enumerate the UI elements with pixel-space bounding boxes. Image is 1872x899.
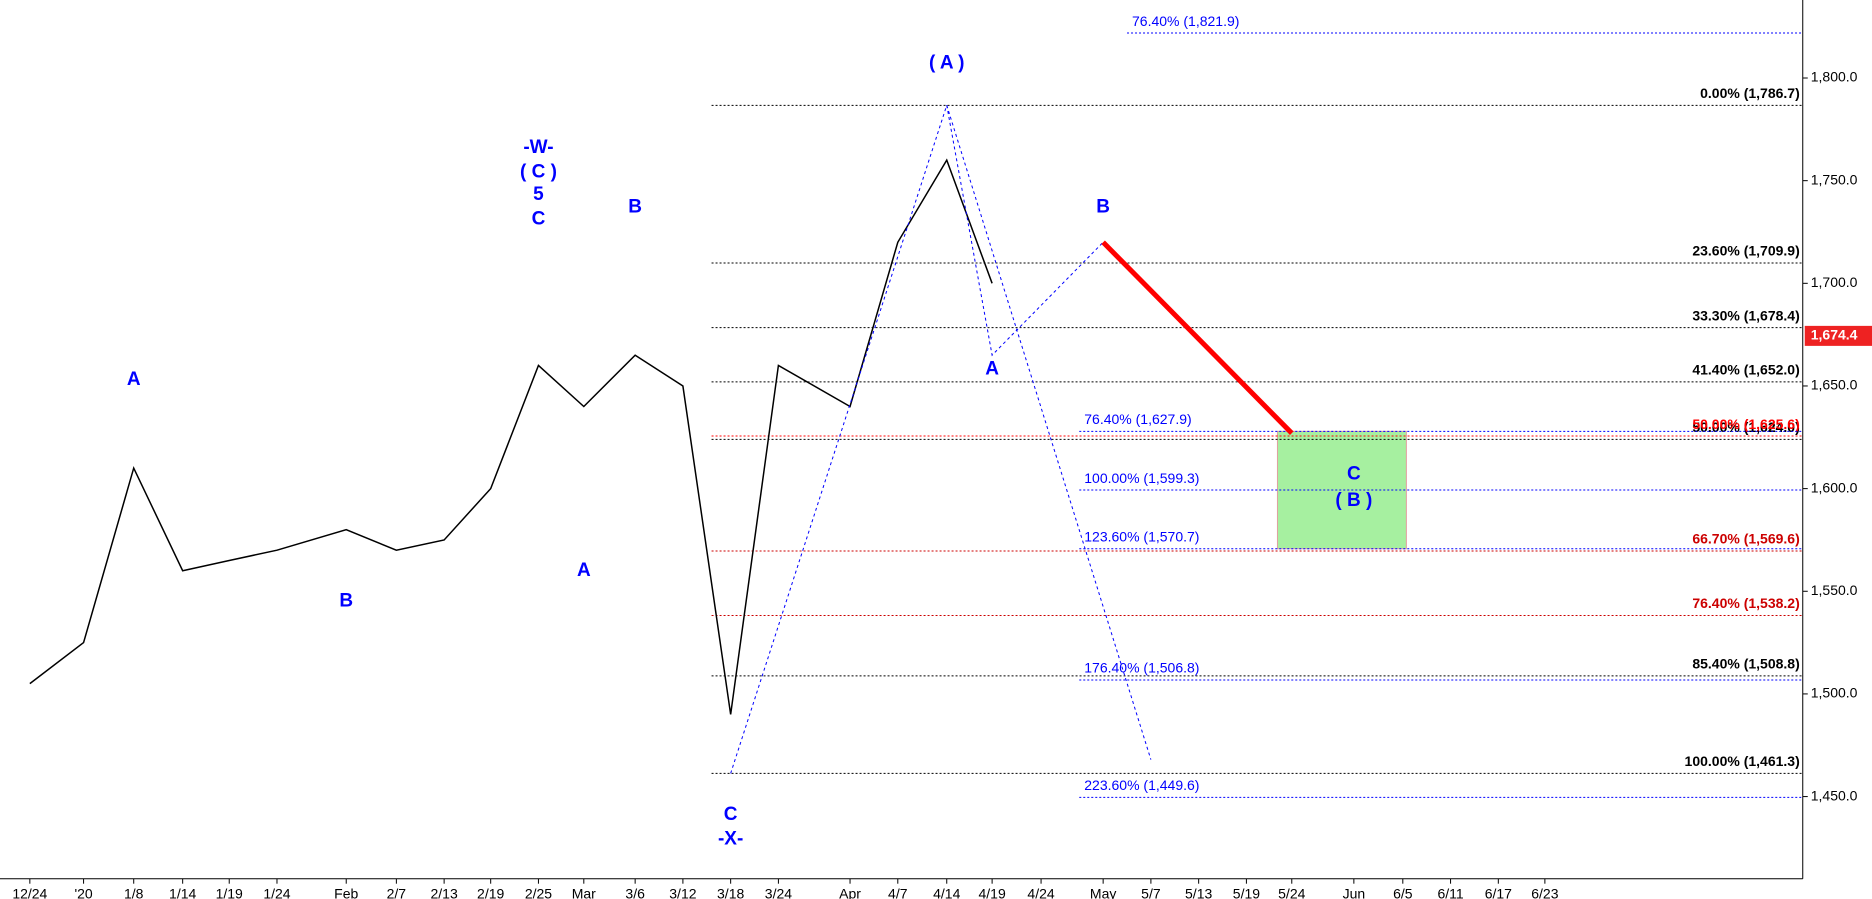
wave-label: B (1096, 196, 1110, 217)
x-tick-label: 5/7 (1141, 885, 1161, 899)
x-tick-label: 12/24 (12, 885, 47, 899)
wave-label: C (532, 209, 546, 230)
x-tick-label: 3/18 (717, 885, 744, 899)
x-tick-label: Feb (334, 885, 358, 899)
x-tick-label: 6/5 (1393, 885, 1413, 899)
x-tick-label: Jun (1343, 885, 1366, 899)
fib-label: 50.00% (1,625.6) (1692, 416, 1799, 432)
y-tick-label: 1,550.0 (1811, 582, 1858, 598)
x-tick-label: 1/19 (216, 885, 243, 899)
fib-label: 223.60% (1,449.6) (1084, 777, 1199, 793)
wave-label: B (628, 196, 642, 217)
last-price-box (1804, 325, 1872, 346)
last-price-label: 1,674.4 (1811, 327, 1858, 343)
wave-label: ( A ) (929, 53, 965, 74)
wave-label: A (985, 359, 999, 380)
wave-label: 5 (533, 184, 544, 205)
fib-label: 100.00% (1,461.3) (1685, 753, 1800, 769)
fib-label: 100.00% (1,599.3) (1084, 470, 1199, 486)
x-tick-label: 5/13 (1185, 885, 1212, 899)
x-tick-label: 6/11 (1437, 885, 1463, 899)
x-tick-label: 1/24 (263, 885, 290, 899)
fib-label: 33.30% (1,678.4) (1692, 307, 1799, 323)
wave-label: -X- (718, 829, 743, 850)
fib-label: 76.40% (1,627.9) (1084, 411, 1191, 427)
y-tick-label: 1,800.0 (1811, 69, 1858, 85)
x-tick-label: Apr (839, 885, 861, 899)
y-tick-label: 1,450.0 (1811, 787, 1858, 803)
y-tick-label: 1,650.0 (1811, 377, 1858, 393)
y-tick-label: 1,500.0 (1811, 685, 1858, 701)
x-tick-label: 2/7 (387, 885, 407, 899)
y-tick-label: 1,600.0 (1811, 479, 1858, 495)
x-tick-label: 6/17 (1485, 885, 1512, 899)
fib-label: 123.60% (1,570.7) (1084, 528, 1199, 544)
fib-label: 176.40% (1,506.8) (1084, 660, 1199, 676)
x-tick-label: '20 (74, 885, 92, 899)
projection (1101, 240, 1294, 435)
x-tick-label: 2/13 (430, 885, 457, 899)
price-line (29, 158, 993, 715)
x-tick-label: 4/7 (888, 885, 908, 899)
x-tick-label: 5/24 (1278, 885, 1305, 899)
x-tick-label: 4/24 (1027, 885, 1054, 899)
x-tick-label: 5/19 (1233, 885, 1260, 899)
projection (946, 105, 1152, 760)
x-tick-label: Mar (572, 885, 596, 899)
fib-label: 0.00% (1,786.7) (1700, 85, 1800, 101)
x-tick-label: 2/19 (477, 885, 504, 899)
y-tick-label: 1,750.0 (1811, 171, 1858, 187)
fib-label: 23.60% (1,709.9) (1692, 243, 1799, 259)
x-tick-label: May (1090, 885, 1116, 899)
wave-label: C (724, 804, 738, 825)
x-tick-label: 3/24 (765, 885, 792, 899)
wave-label: A (577, 560, 591, 581)
wave-label: -W- (523, 137, 553, 158)
wave-label: A (127, 369, 141, 390)
x-tick-label: 2/25 (525, 885, 552, 899)
fib-label: 76.40% (1,538.2) (1692, 595, 1799, 611)
x-tick-label: 6/23 (1531, 885, 1558, 899)
wave-label: B (339, 591, 353, 612)
fib-label: 85.40% (1,508.8) (1692, 656, 1799, 672)
y-tick-label: 1,700.0 (1811, 274, 1858, 290)
x-tick-label: 1/14 (169, 885, 196, 899)
fib-label: 76.40% (1,821.9) (1132, 13, 1239, 29)
x-tick-label: 3/12 (669, 885, 696, 899)
fib-label: 66.70% (1,569.6) (1692, 531, 1799, 547)
projection (730, 105, 1104, 774)
x-tick-label: 4/14 (933, 885, 960, 899)
x-tick-label: 1/8 (124, 885, 144, 899)
wave-label: ( C ) (520, 161, 557, 182)
x-tick-label: 4/19 (978, 885, 1005, 899)
fib-label: 41.40% (1,652.0) (1692, 362, 1799, 378)
wave-label: ( B ) (1335, 490, 1372, 511)
x-tick-label: 3/6 (625, 885, 645, 899)
wave-label: C (1347, 463, 1361, 484)
